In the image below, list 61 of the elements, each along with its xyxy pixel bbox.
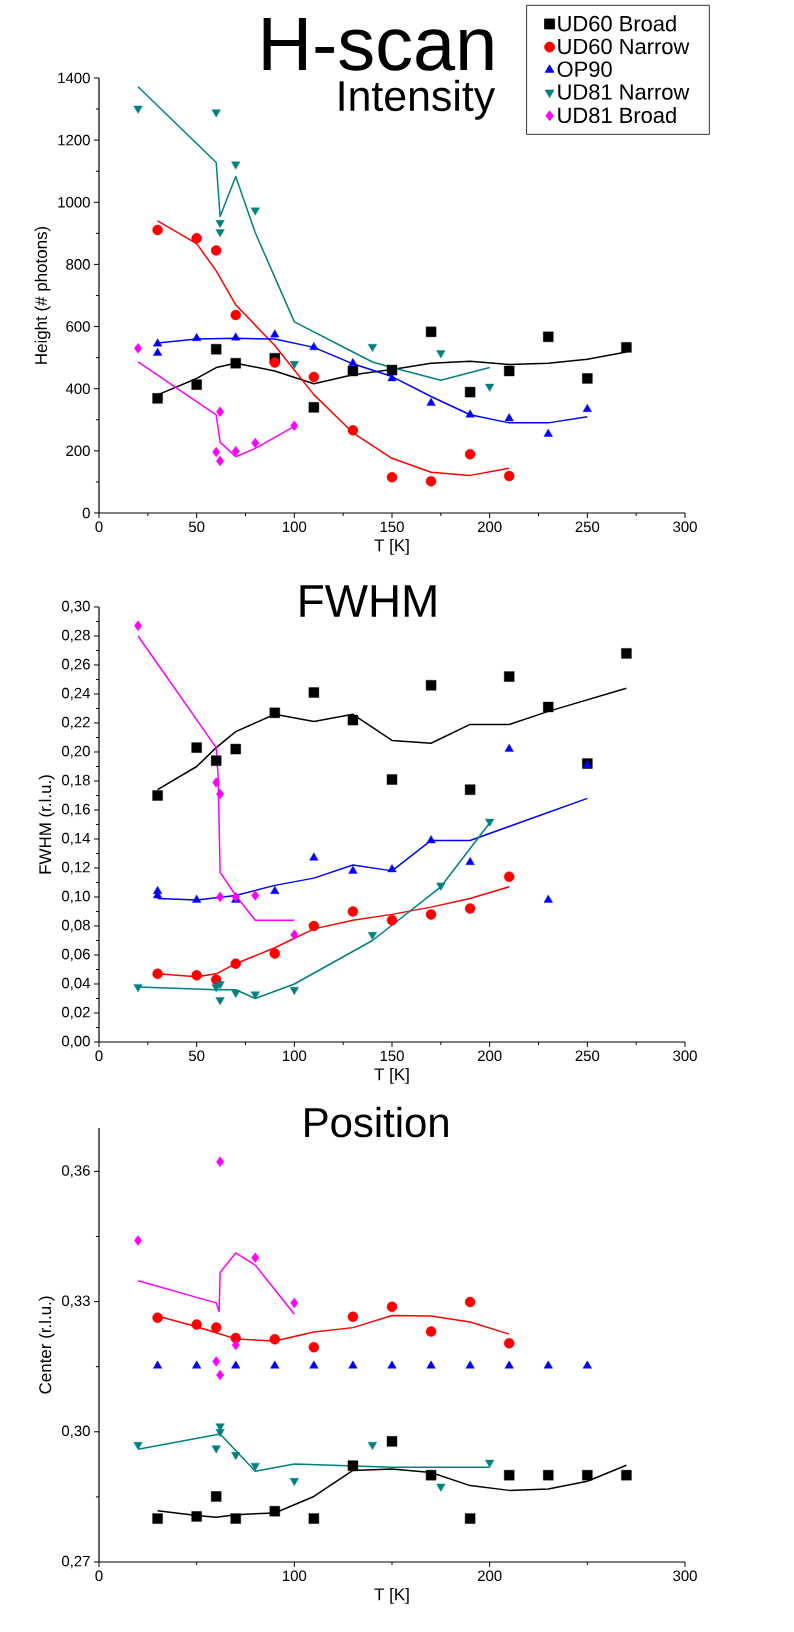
- x-tick-label: 50: [188, 1050, 205, 1062]
- legend-label: UD81 Narrow: [558, 84, 690, 100]
- x-tick-label: 200: [477, 521, 502, 533]
- chart-title: Position: [305, 1106, 448, 1138]
- legend-label: UD81 Broad: [558, 106, 676, 124]
- x-axis-title: T [K]: [374, 1067, 409, 1084]
- y-tick-label: 0,27: [61, 1555, 90, 1569]
- y-tick-label: 0,26: [61, 658, 90, 672]
- y-tick-label: 0,30: [61, 600, 90, 614]
- y-axis-title: FWHM (r.l.u.): [38, 775, 55, 874]
- y-tick-label: 600: [66, 321, 90, 332]
- x-tick-label: 200: [477, 1570, 502, 1582]
- chart-title: H-scan: [263, 17, 493, 71]
- y-tick-label: 0,22: [61, 716, 90, 730]
- legend-label: UD60 Broad: [558, 15, 676, 32]
- x-tick-label: 250: [575, 521, 600, 533]
- y-tick-label: 0,00: [61, 1035, 90, 1049]
- x-tick-label: 100: [283, 1570, 307, 1582]
- y-tick-label: 0,12: [61, 861, 90, 875]
- x-tick-label: 0: [95, 1050, 103, 1062]
- y-tick-label: 1200: [58, 134, 90, 146]
- y-tick-label: 0: [82, 507, 90, 519]
- legend-label: OP90: [557, 61, 612, 77]
- legend-label: UD60 Narrow: [558, 38, 690, 55]
- y-tick-label: 0,08: [61, 919, 90, 933]
- y-tick-label: 200: [66, 445, 90, 457]
- x-tick-label: 50: [188, 521, 205, 533]
- y-tick-label: 0,18: [61, 774, 90, 788]
- chart-subtitle: Intensity: [339, 79, 496, 120]
- x-tick-label: 0: [95, 1570, 103, 1582]
- y-tick-label: 800: [66, 259, 90, 270]
- x-axis-title: T [K]: [374, 538, 409, 555]
- y-tick-label: 0,14: [61, 832, 91, 846]
- y-tick-label: 0,06: [61, 948, 90, 962]
- x-tick-label: 150: [380, 521, 404, 533]
- y-tick-label: 0,10: [61, 890, 90, 904]
- chart-title: FWHM: [300, 585, 436, 617]
- y-tick-label: 0,20: [61, 745, 90, 759]
- y-tick-label: 400: [65, 383, 90, 394]
- x-tick-label: 200: [477, 1050, 502, 1062]
- y-tick-label: 0,24: [61, 687, 91, 701]
- y-tick-label: 0,04: [61, 977, 91, 991]
- x-tick-label: 100: [283, 521, 307, 533]
- x-tick-label: 0: [95, 521, 103, 533]
- x-tick-label: 150: [380, 1050, 404, 1062]
- y-tick-label: 0,33: [61, 1295, 90, 1308]
- y-axis-title: Height (# photons): [34, 226, 51, 364]
- y-tick-label: 0,30: [61, 1425, 90, 1438]
- y-tick-label: 0,02: [61, 1006, 90, 1020]
- x-tick-label: 300: [673, 1570, 697, 1582]
- y-tick-label: 0,28: [61, 629, 90, 643]
- y-tick-label: 0,36: [61, 1165, 90, 1178]
- x-tick-label: 100: [283, 1050, 307, 1062]
- x-axis-title: T [K]: [374, 1587, 409, 1604]
- y-tick-label: 1000: [58, 196, 90, 208]
- x-tick-label: 250: [575, 1050, 600, 1062]
- y-axis-title: Center (r.l.u.): [38, 1296, 55, 1394]
- x-tick-label: 300: [673, 1050, 697, 1062]
- y-tick-label: 1400: [58, 72, 90, 84]
- x-tick-label: 300: [673, 521, 697, 533]
- y-tick-label: 0,16: [61, 803, 90, 817]
